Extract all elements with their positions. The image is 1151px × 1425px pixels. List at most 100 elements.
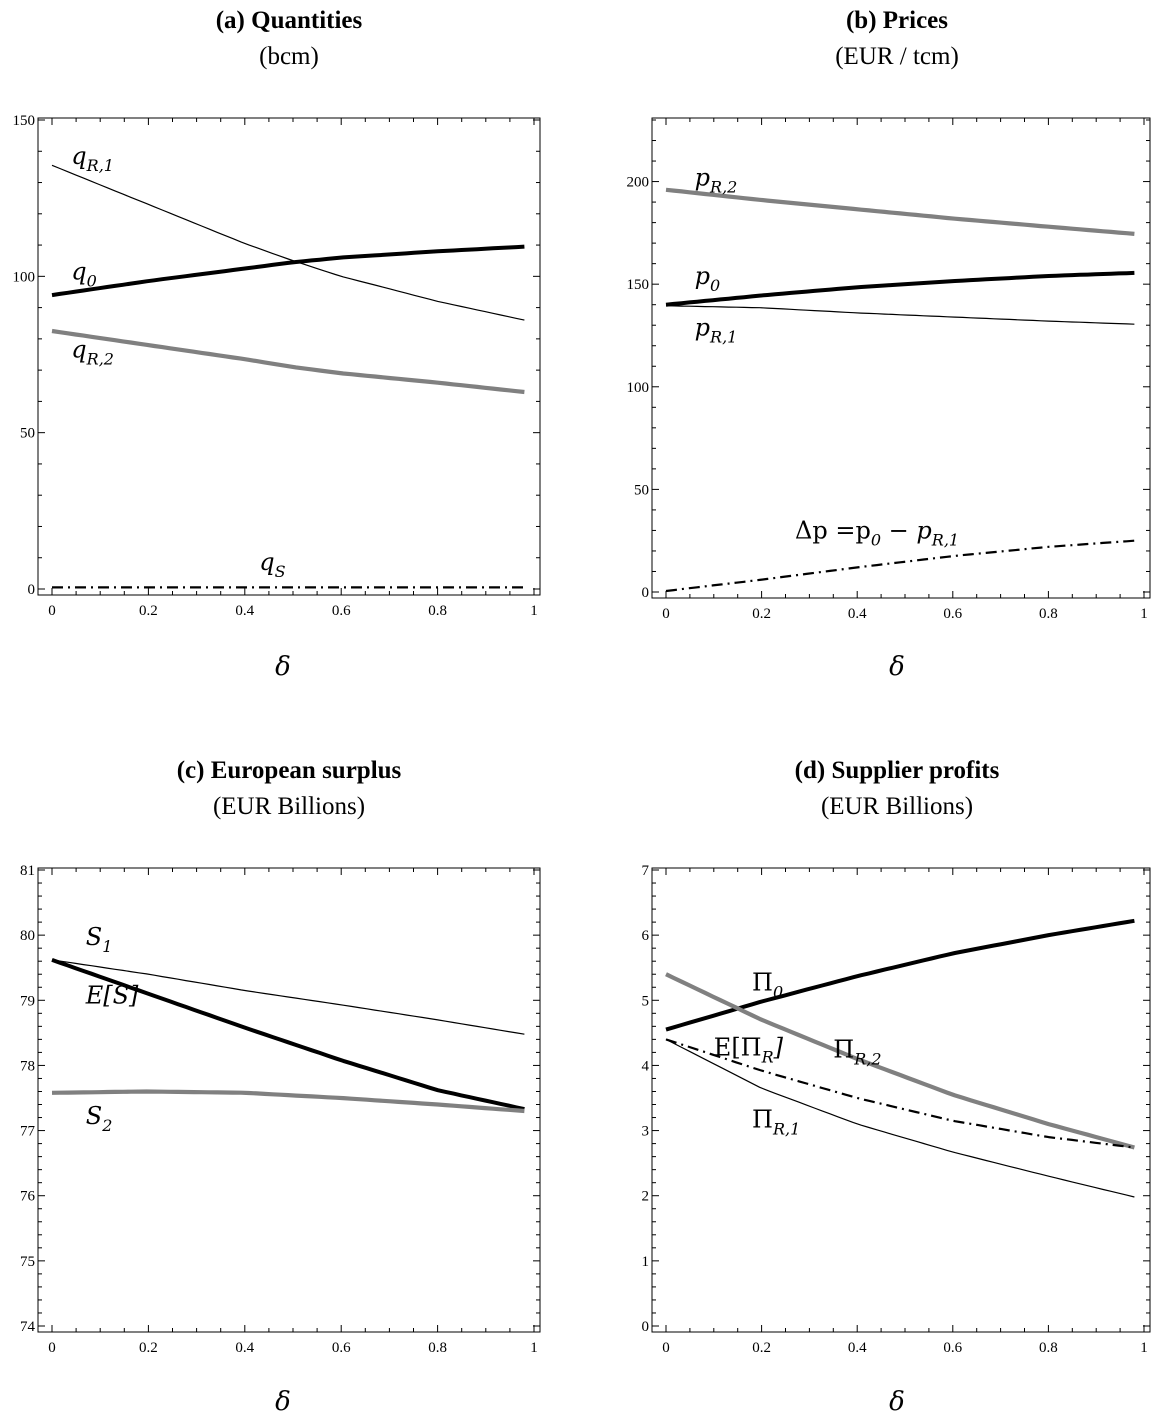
y-tick-label: 2 xyxy=(642,1189,650,1205)
annotation-subscript: 0 xyxy=(710,276,720,295)
x-axis-label: δ xyxy=(275,1387,291,1417)
x-tick-label: 0.4 xyxy=(235,1340,254,1356)
x-axis-label: δ xyxy=(889,652,905,682)
x-tick-label: 1 xyxy=(530,1340,538,1356)
annotation-base: q xyxy=(71,336,86,364)
series-line-s-1 xyxy=(51,959,525,1035)
series-annotation: pR,2 xyxy=(695,164,738,197)
series-line--r-2- xyxy=(665,972,1135,1150)
annotation-base: Π xyxy=(752,969,773,997)
y-tick-label: 80 xyxy=(20,928,35,944)
y-tick-label: 0 xyxy=(28,582,36,598)
annotation-base: Π xyxy=(833,1036,854,1064)
annotation-subscript: 0 xyxy=(87,271,97,290)
x-tick-label: 0 xyxy=(48,1340,56,1356)
y-tick-label: 5 xyxy=(642,993,650,1009)
annotation-subscript: 1 xyxy=(102,937,112,956)
y-tick-label: 79 xyxy=(20,993,35,1009)
plot-frame xyxy=(37,117,541,596)
chart-title: (c) European surplus xyxy=(177,757,402,784)
y-axis-ticks xyxy=(652,869,1150,1327)
y-tick-label: 50 xyxy=(634,482,649,498)
annotation-base: p xyxy=(695,262,710,290)
y-tick-label: 50 xyxy=(20,426,35,442)
x-axis-ticks xyxy=(51,868,535,1332)
annotation-subscript: R,1 xyxy=(772,1119,800,1138)
series-annotation: pR,1 xyxy=(695,313,738,346)
annotation-tail: − p xyxy=(881,517,932,545)
series-line--0 xyxy=(665,918,1135,1032)
series-annotation: qR,1 xyxy=(71,142,114,175)
y-tick-label: 6 xyxy=(642,928,650,944)
x-tick-label: 0.8 xyxy=(1039,1340,1058,1356)
annotation-base: E[S] xyxy=(85,982,139,1010)
y-tick-label: 150 xyxy=(13,113,36,129)
panel-supplier-profits: (d) Supplier profits (EUR Billions) 0 1 2 3… xyxy=(642,757,1151,1417)
series-line-s-2 xyxy=(51,1089,525,1114)
series-annotation: Δp =p0 − pR,1 xyxy=(795,517,959,550)
series-annotation: ΠR,2 xyxy=(833,1036,881,1069)
x-tick-label: 0 xyxy=(662,1340,670,1356)
x-tick-label: 0.4 xyxy=(848,1340,867,1356)
x-tick-label: 1 xyxy=(1140,606,1148,622)
x-axis-ticks xyxy=(51,118,535,595)
annotation-subscript: R,2 xyxy=(853,1050,881,1069)
annotation-base: q xyxy=(259,548,274,576)
y-tick-label: 7 xyxy=(642,863,650,879)
annotation-tail: ] xyxy=(773,1034,784,1062)
x-tick-label: 0 xyxy=(662,606,670,622)
annotation-base: q xyxy=(71,257,86,285)
annotation-base: p xyxy=(695,164,710,192)
x-axis-ticks xyxy=(665,868,1145,1332)
x-tick-label: 0.4 xyxy=(235,603,254,619)
annotation-subscript: S xyxy=(275,562,286,581)
x-tick-label: 0.8 xyxy=(428,1340,447,1356)
x-tick-label: 0.2 xyxy=(752,606,771,622)
x-tick-label: 0 xyxy=(48,603,56,619)
annotation-subscript: 0 xyxy=(871,531,881,550)
series-line-e-s- xyxy=(51,958,525,1112)
series-annotation: Π0 xyxy=(752,969,783,1002)
annotation-subscript: R,2 xyxy=(709,178,737,197)
y-tick-label: 200 xyxy=(627,175,650,191)
chart-title: (d) Supplier profits xyxy=(795,757,1000,784)
series-line-p-0 xyxy=(665,270,1135,307)
x-tick-label: 0.4 xyxy=(848,606,867,622)
y-tick-label: 81 xyxy=(20,863,35,879)
series-line-q-r-2- xyxy=(51,328,525,395)
series-annotation: S2 xyxy=(86,1102,113,1135)
x-tick-label: 0.2 xyxy=(139,603,158,619)
y-axis-ticks xyxy=(38,119,540,590)
x-tick-label: 1 xyxy=(1140,1340,1148,1356)
series-annotation: E[S] xyxy=(85,982,139,1010)
series-line--r-1- xyxy=(665,1038,1135,1198)
x-tick-label: 0.6 xyxy=(332,603,351,619)
y-tick-label: 77 xyxy=(20,1124,36,1140)
x-axis-label: δ xyxy=(889,1387,905,1417)
annotation-base: p xyxy=(695,313,710,341)
annotation-base: q xyxy=(71,142,86,170)
x-tick-label: 0.8 xyxy=(1039,606,1058,622)
x-tick-label: 0.2 xyxy=(752,1340,771,1356)
series-line--p-p-0-p-r-1- xyxy=(665,539,1135,593)
annotation-base: S xyxy=(86,923,102,951)
x-tick-label: 0.6 xyxy=(332,1340,351,1356)
chart-title: (b) Prices xyxy=(846,7,948,34)
series-annotation: S1 xyxy=(86,923,113,956)
panel-european-surplus: (c) European surplus (EUR Billions) 74 75… xyxy=(20,757,541,1417)
y-tick-label: 3 xyxy=(642,1124,650,1140)
annotation-subscript: R,2 xyxy=(86,350,114,369)
panel-quantities: (a) Quantities (bcm) 0 50 100 150 0 0.2 0.4 0.6… xyxy=(13,7,541,682)
x-tick-label: 0.6 xyxy=(943,1340,962,1356)
chart-subtitle: (bcm) xyxy=(259,43,319,70)
annotation-subscript: R,1 xyxy=(709,327,737,346)
y-tick-label: 1 xyxy=(642,1254,650,1270)
series-annotation: qS xyxy=(259,548,285,581)
x-axis-ticks xyxy=(665,118,1145,598)
